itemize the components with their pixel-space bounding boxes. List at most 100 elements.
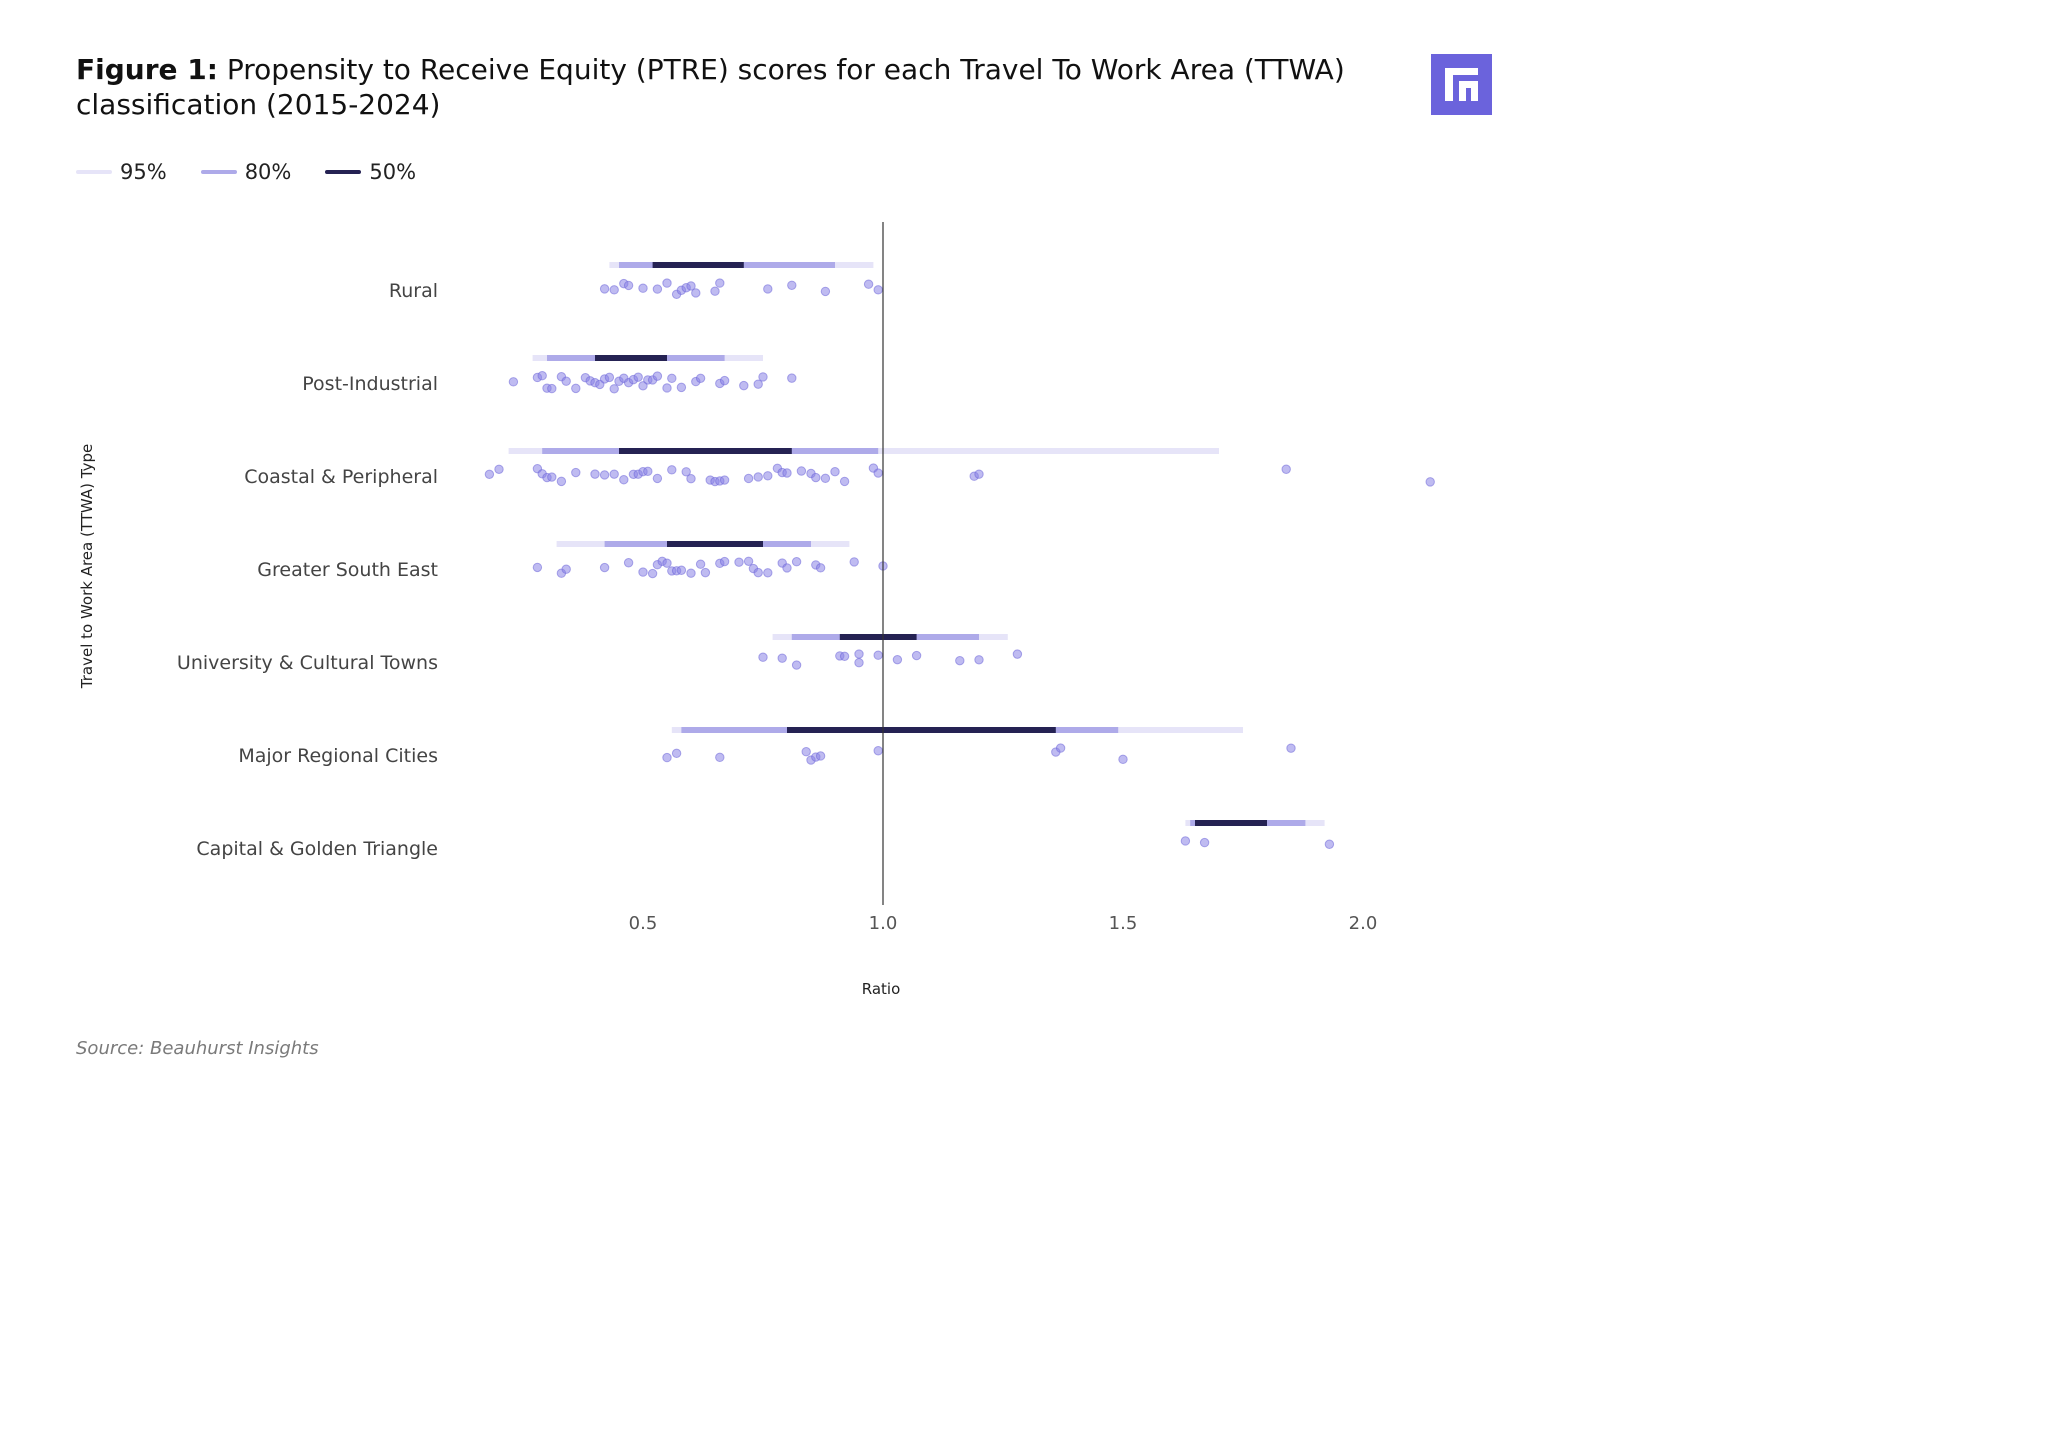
data-point-coastal-peripheral — [743, 473, 754, 484]
category-label-post-industrial: Post-Industrial — [302, 373, 438, 395]
data-point-coastal-peripheral — [667, 465, 677, 475]
data-point-post-industrial — [652, 371, 663, 381]
data-point-major-regional-cities — [1286, 743, 1296, 753]
data-point-post-industrial — [662, 383, 672, 393]
data-point-rural — [710, 286, 720, 296]
data-point-coastal-peripheral — [494, 464, 504, 474]
data-point-rural — [662, 278, 672, 288]
data-point-university-cultural-towns — [839, 651, 850, 662]
data-point-rural — [623, 280, 634, 291]
data-point-university-cultural-towns — [911, 650, 922, 661]
data-point-post-industrial — [676, 382, 687, 393]
data-point-coastal-peripheral — [811, 472, 821, 483]
data-point-greater-south-east — [719, 556, 730, 567]
data-point-capital-golden-triangle — [1199, 837, 1210, 848]
data-point-rural — [863, 279, 874, 289]
data-point-coastal-peripheral — [686, 474, 696, 484]
data-point-university-cultural-towns — [892, 654, 903, 665]
x-axis-title: Ratio — [862, 980, 901, 998]
data-point-coastal-peripheral — [590, 469, 600, 479]
data-point-rural — [820, 286, 831, 297]
legend-swatch-80 — [200, 170, 237, 174]
data-point-coastal-peripheral — [571, 467, 581, 478]
data-point-post-industrial — [758, 372, 768, 382]
data-point-greater-south-east — [753, 567, 763, 578]
data-point-greater-south-east — [700, 567, 711, 578]
figure-title-text: Propensity to Receive Equity (PTRE) scor… — [76, 53, 1345, 121]
data-point-greater-south-east — [743, 556, 754, 566]
data-point-coastal-peripheral — [484, 469, 495, 480]
data-point-greater-south-east — [763, 568, 773, 578]
data-point-university-cultural-towns — [791, 660, 802, 670]
data-point-coastal-peripheral — [652, 473, 663, 484]
data-point-coastal-peripheral — [830, 467, 840, 477]
data-point-coastal-peripheral — [556, 476, 567, 487]
data-point-capital-golden-triangle — [1324, 839, 1335, 849]
chart-plot: Rural Post-Industrial Coastal & Peripheral… — [78, 222, 1435, 998]
beauhurst-logo-icon — [1431, 54, 1492, 115]
data-point-coastal-peripheral — [753, 472, 763, 482]
legend-label-50: 50% — [369, 160, 417, 184]
data-point-coastal-peripheral — [839, 476, 850, 487]
data-point-capital-golden-triangle — [1180, 836, 1191, 846]
data-point-major-regional-cities — [671, 748, 682, 759]
chart-title: Figure 1: Propensity to Receive Equity (… — [76, 52, 1376, 122]
data-point-major-regional-cities — [1055, 743, 1066, 753]
data-point-rural — [787, 280, 797, 290]
data-point-university-cultural-towns — [854, 649, 864, 659]
data-point-coastal-peripheral — [820, 473, 831, 484]
data-point-coastal-peripheral — [763, 471, 773, 481]
data-point-greater-south-east — [647, 568, 658, 579]
legend-item-95: 95% — [76, 160, 167, 184]
data-point-post-industrial — [547, 383, 557, 394]
data-point-greater-south-east — [561, 564, 571, 574]
data-point-post-industrial — [719, 375, 730, 386]
data-point-greater-south-east — [695, 559, 706, 569]
data-point-rural — [599, 284, 610, 294]
category-label-university-cultural-towns: University & Cultural Towns — [177, 652, 438, 674]
data-point-greater-south-east — [686, 568, 696, 578]
data-point-major-regional-cities — [1118, 754, 1128, 765]
data-point-rural — [763, 284, 773, 294]
data-point-post-industrial — [753, 379, 763, 389]
data-point-major-regional-cities — [662, 752, 672, 763]
data-point-coastal-peripheral — [974, 469, 984, 479]
data-point-university-cultural-towns — [854, 658, 864, 668]
data-point-post-industrial — [609, 384, 619, 394]
data-point-coastal-peripheral — [599, 470, 610, 480]
data-point-coastal-peripheral — [547, 472, 557, 482]
data-point-coastal-peripheral — [643, 466, 653, 477]
data-point-major-regional-cities — [715, 752, 725, 763]
legend-swatch-95 — [76, 170, 112, 174]
source-note: Source: Beauhurst Insights — [76, 1038, 319, 1059]
legend-swatch-50 — [325, 170, 362, 174]
data-point-coastal-peripheral — [1425, 477, 1435, 487]
category-label-rural: Rural — [389, 280, 438, 302]
data-point-rural — [873, 285, 883, 295]
data-point-post-industrial — [571, 383, 581, 394]
data-point-coastal-peripheral — [619, 475, 629, 485]
data-point-post-industrial — [739, 380, 749, 391]
data-point-coastal-peripheral — [796, 466, 807, 476]
data-point-rural — [686, 281, 696, 291]
data-point-post-industrial — [695, 373, 706, 384]
y-axis-title: Travel to Work Area (TTWA) Type — [78, 444, 96, 689]
x-tick-label: 0.5 — [629, 913, 658, 934]
data-point-coastal-peripheral — [719, 475, 730, 485]
data-point-greater-south-east — [599, 562, 610, 573]
legend-item-80: 80% — [200, 160, 291, 184]
data-point-greater-south-east — [791, 557, 802, 567]
data-point-rural — [715, 278, 725, 288]
data-point-greater-south-east — [849, 557, 859, 567]
legend: 95% 80% 50% — [76, 158, 450, 186]
category-label-capital-golden-triangle: Capital & Golden Triangle — [196, 838, 438, 860]
legend-label-95: 95% — [120, 160, 167, 184]
data-point-coastal-peripheral — [873, 468, 883, 478]
data-point-post-industrial — [633, 372, 643, 382]
x-tick-label: 1.5 — [1109, 913, 1138, 934]
data-point-university-cultural-towns — [955, 655, 965, 666]
data-point-rural — [652, 284, 663, 294]
category-label-greater-south-east: Greater South East — [257, 559, 438, 581]
data-point-post-industrial — [561, 376, 571, 386]
data-point-greater-south-east — [532, 562, 543, 573]
